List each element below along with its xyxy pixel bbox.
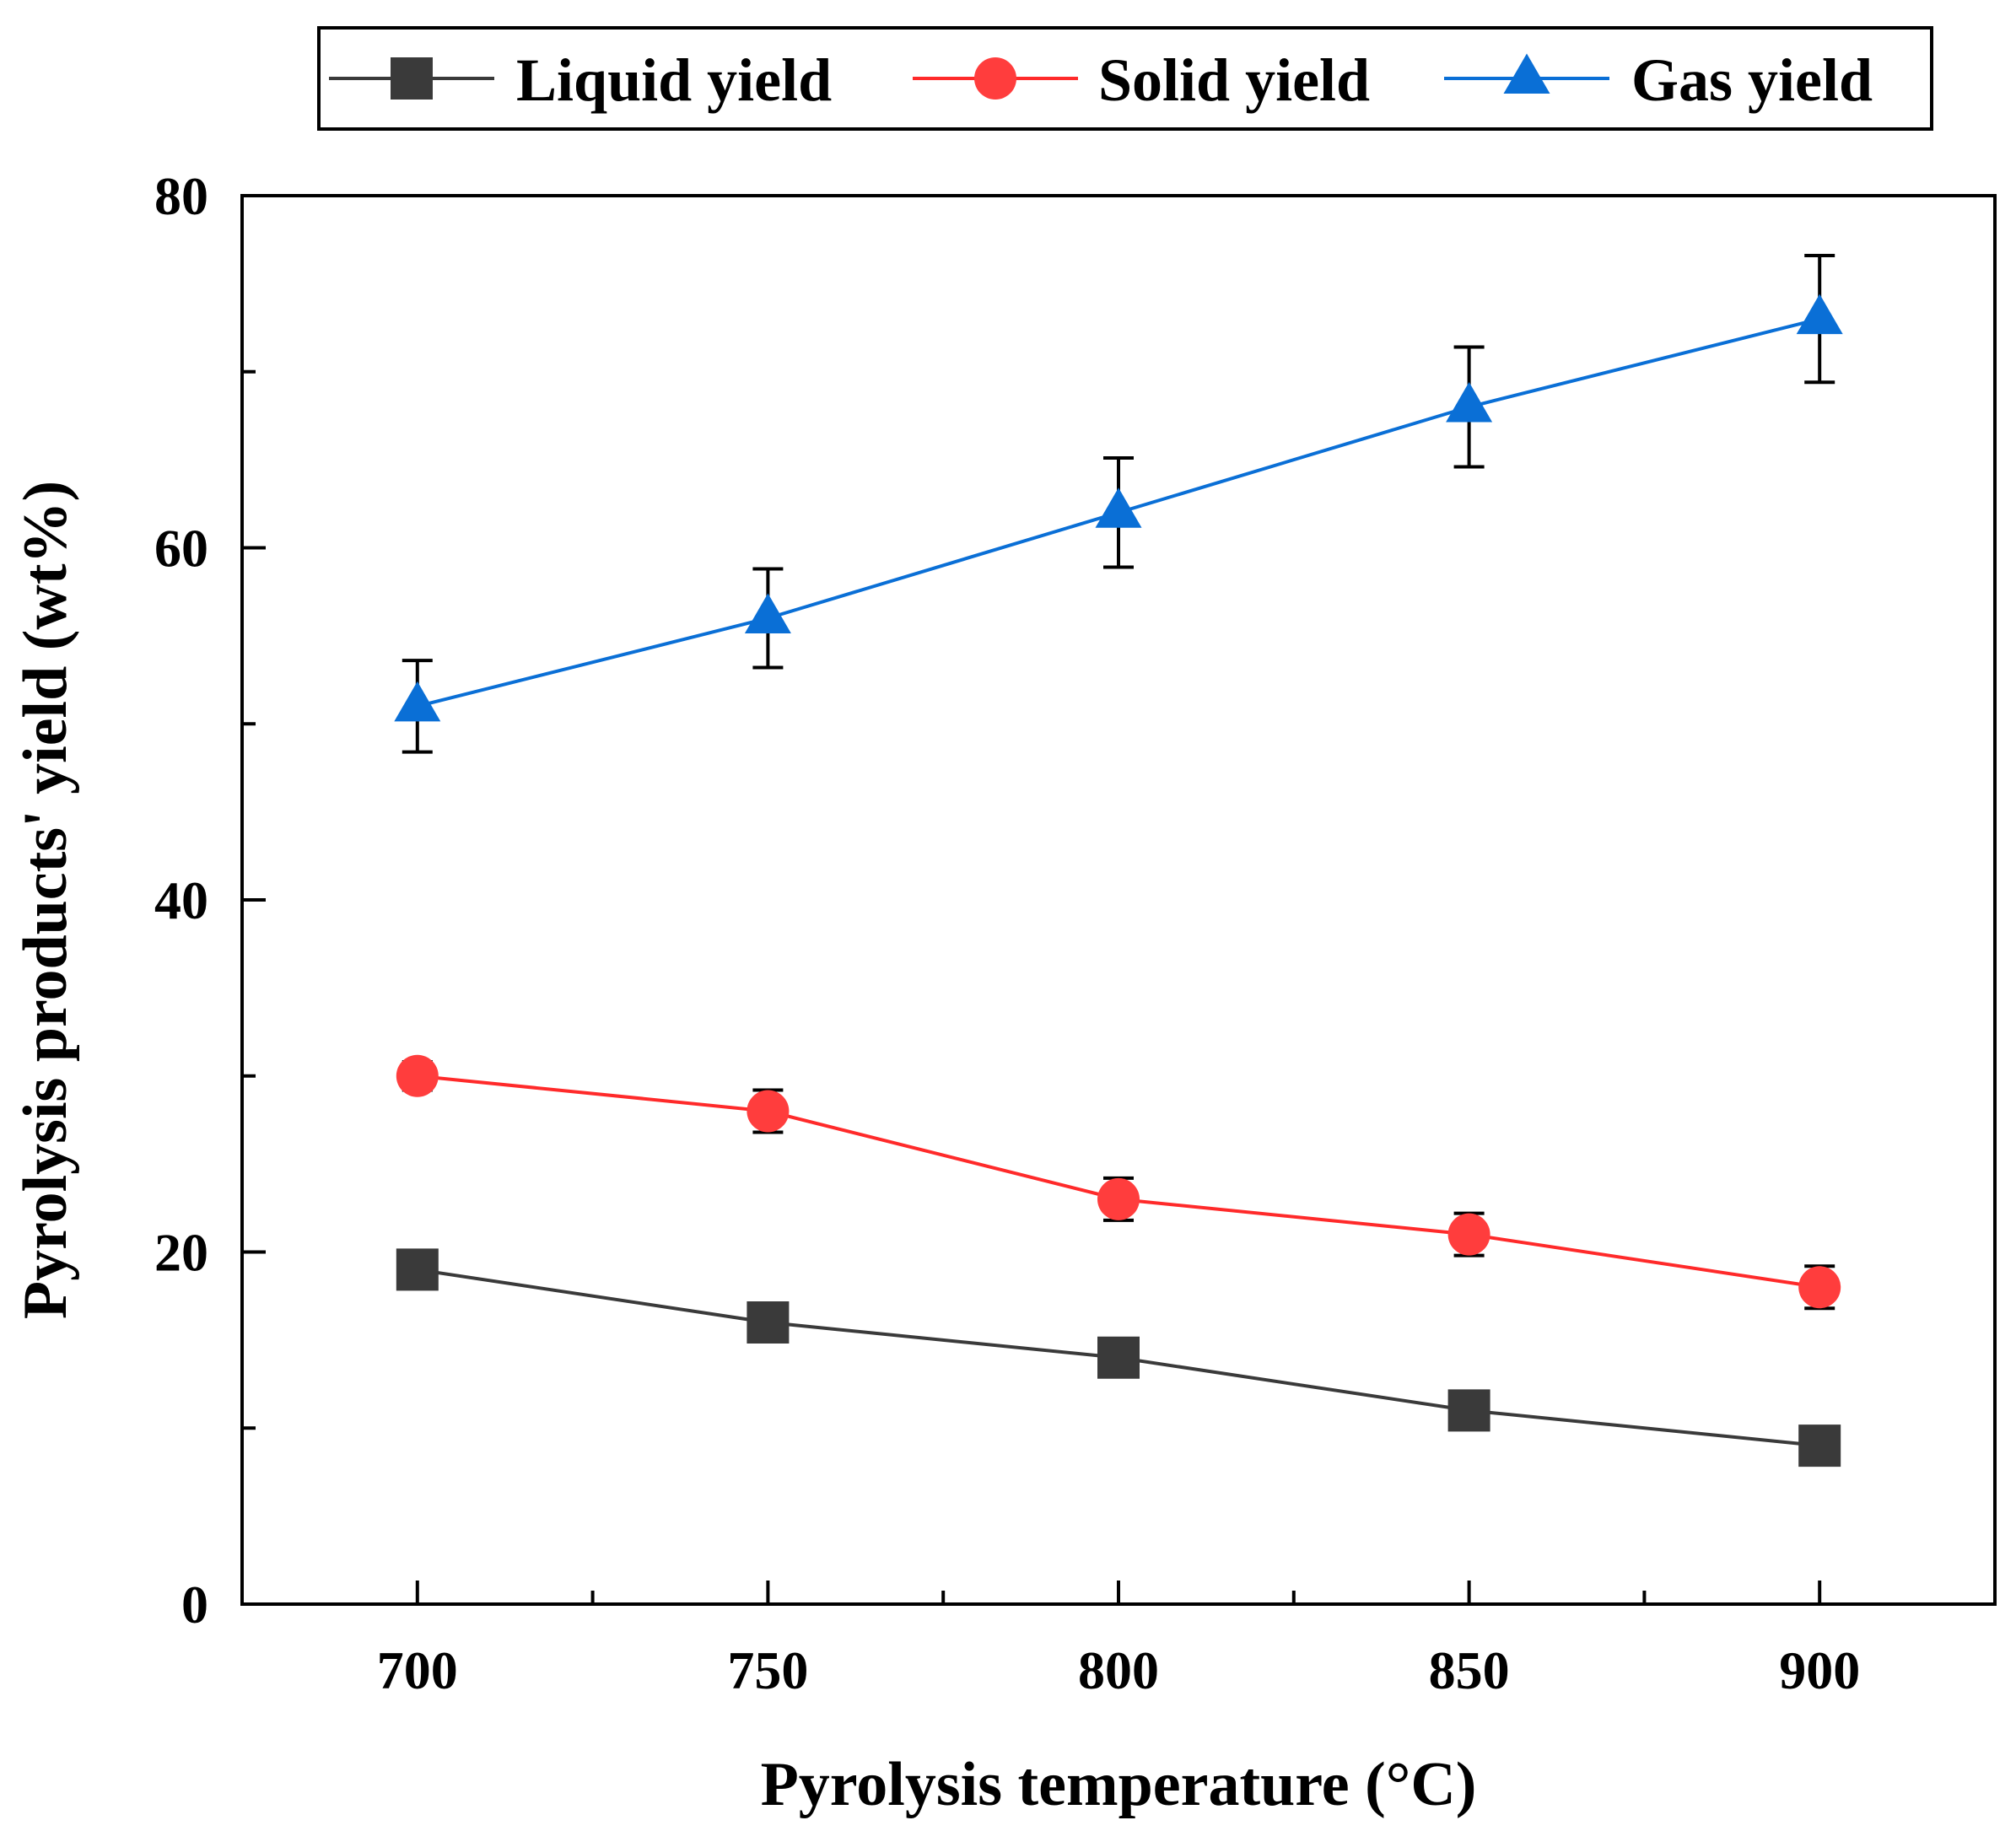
series-layer — [394, 253, 1843, 1467]
legend-marker — [1503, 53, 1550, 94]
legend-item-solid-yield: Solid yield — [913, 46, 1370, 114]
legend-marker — [974, 57, 1016, 100]
data-point — [1097, 1177, 1140, 1220]
x-tick-label: 700 — [377, 1640, 458, 1700]
y-axis: 0 20 40 60 80 — [154, 166, 266, 1634]
x-tick-label: 800 — [1078, 1640, 1159, 1700]
legend: Liquid yield Solid yield Gas yield — [317, 26, 1933, 131]
legend-label: Liquid yield — [516, 46, 832, 114]
legend-marker — [391, 57, 433, 100]
x-axis: 700 750 800 850 900 — [377, 1581, 1997, 1700]
legend-items: Liquid yield Solid yield Gas yield — [329, 46, 1873, 114]
y-tick-label: 0 — [181, 1575, 208, 1634]
legend-label: Gas yield — [1631, 46, 1873, 114]
y-tick-label: 80 — [154, 166, 208, 226]
data-point — [1095, 487, 1142, 528]
legend-box — [317, 26, 1933, 131]
data-point — [1447, 1389, 1490, 1432]
y-tick-label: 20 — [154, 1223, 208, 1283]
y-tick-label: 40 — [154, 870, 208, 930]
data-point — [1446, 382, 1493, 423]
series-solid-yield — [396, 1054, 1841, 1311]
data-point — [747, 1090, 790, 1133]
data-point — [1796, 293, 1843, 335]
data-point — [1798, 1424, 1841, 1467]
data-point — [1447, 1213, 1490, 1256]
y-tick-label: 60 — [154, 519, 208, 579]
data-point — [396, 1054, 439, 1097]
x-tick-label: 750 — [727, 1640, 808, 1700]
y-axis-title: Pyrolysis products' yield (wt%) — [11, 481, 80, 1319]
data-point — [747, 1301, 790, 1344]
x-tick-label: 850 — [1429, 1640, 1510, 1700]
data-point — [396, 1248, 439, 1291]
legend-item-liquid-yield: Liquid yield — [329, 46, 832, 114]
series-liquid-yield — [396, 1248, 1841, 1467]
legend-label: Solid yield — [1098, 46, 1370, 114]
plot-frame — [240, 194, 1997, 1606]
data-point — [1097, 1336, 1140, 1379]
data-point — [1798, 1266, 1841, 1309]
data-point — [744, 593, 791, 634]
x-axis-title: Pyrolysis temperature (°C) — [761, 1750, 1477, 1819]
series-gas-yield — [394, 253, 1843, 754]
legend-item-gas-yield: Gas yield — [1444, 46, 1873, 114]
x-tick-label: 900 — [1779, 1640, 1860, 1700]
data-point — [394, 681, 441, 722]
